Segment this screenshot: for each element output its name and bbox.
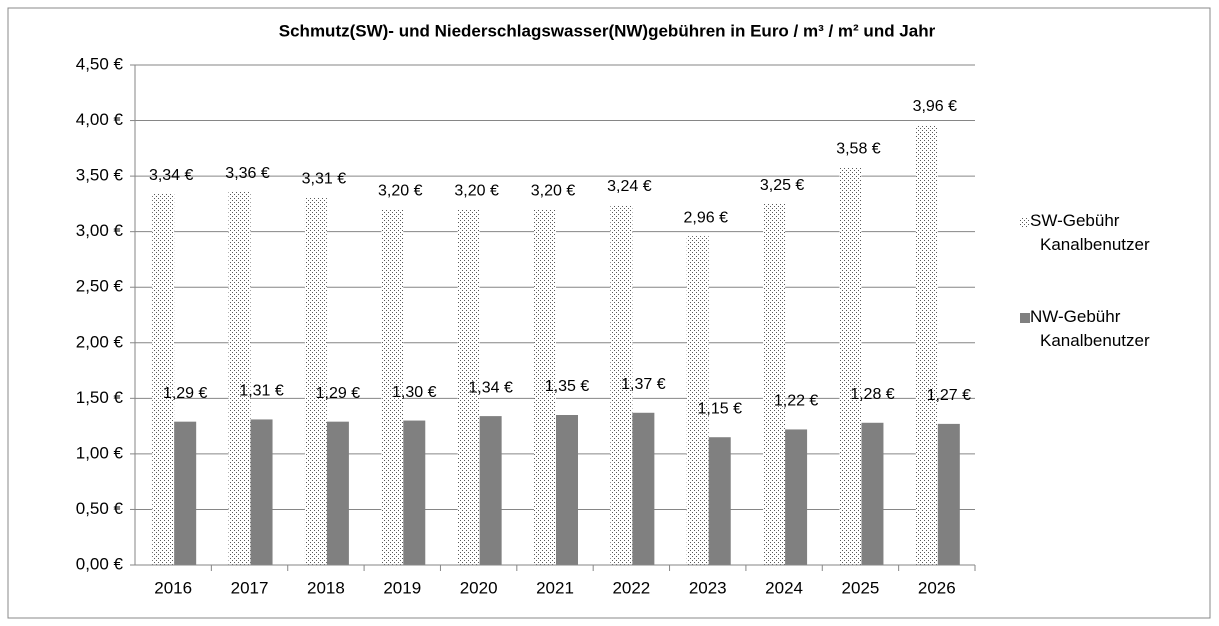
x-tick-label: 2022 xyxy=(612,578,650,597)
bar xyxy=(915,125,938,565)
bar xyxy=(686,236,709,565)
value-label: 3,20 € xyxy=(531,183,576,200)
bar xyxy=(556,415,578,565)
y-tick-label: 3,50 € xyxy=(76,166,124,185)
value-label: 3,25 € xyxy=(760,177,805,194)
value-label: 1,29 € xyxy=(163,385,208,402)
bar xyxy=(479,416,502,565)
bar xyxy=(785,429,808,565)
value-label: 1,30 € xyxy=(392,384,437,401)
y-tick-label: 2,50 € xyxy=(76,277,124,296)
y-tick-label: 2,00 € xyxy=(76,332,124,351)
value-label: 1,35 € xyxy=(545,378,590,395)
value-label: 1,34 € xyxy=(468,379,513,396)
legend-swatch xyxy=(1020,217,1030,227)
x-tick-label: 2024 xyxy=(765,578,803,597)
y-tick-label: 1,00 € xyxy=(76,443,124,462)
value-label: 1,27 € xyxy=(927,387,972,404)
value-label: 2,96 € xyxy=(683,209,728,226)
value-label: 3,20 € xyxy=(454,183,499,200)
bar xyxy=(152,193,175,565)
x-tick-label: 2023 xyxy=(689,578,727,597)
value-label: 1,29 € xyxy=(316,385,361,402)
value-label: 1,28 € xyxy=(850,386,895,403)
bar xyxy=(403,420,426,565)
value-label: 3,96 € xyxy=(913,98,958,115)
bar xyxy=(610,205,633,565)
y-tick-label: 0,50 € xyxy=(76,499,124,518)
x-tick-label: 2016 xyxy=(154,578,192,597)
chart-border xyxy=(7,7,1211,619)
bar xyxy=(174,421,197,565)
bar xyxy=(534,209,556,565)
bar xyxy=(228,191,251,565)
y-tick-label: 0,00 € xyxy=(76,554,124,573)
value-label: 1,15 € xyxy=(697,400,742,417)
chart-title: Schmutz(SW)- und Niederschlagswasser(NW)… xyxy=(279,21,936,40)
x-tick-label: 2018 xyxy=(307,578,345,597)
value-label: 3,20 € xyxy=(378,183,423,200)
x-tick-label: 2026 xyxy=(918,578,956,597)
bar xyxy=(708,437,731,565)
x-tick-label: 2020 xyxy=(460,578,498,597)
value-label: 1,22 € xyxy=(774,393,819,410)
x-tick-label: 2021 xyxy=(536,578,574,597)
value-label: 1,37 € xyxy=(621,376,666,393)
bar xyxy=(839,167,862,565)
value-label: 3,36 € xyxy=(225,165,270,182)
x-tick-label: 2019 xyxy=(383,578,421,597)
bar xyxy=(861,422,884,565)
value-label: 3,58 € xyxy=(836,140,881,157)
x-tick-label: 2025 xyxy=(842,578,880,597)
value-label: 1,31 € xyxy=(239,383,284,400)
bar xyxy=(763,203,786,565)
bar xyxy=(937,423,960,565)
bar xyxy=(381,209,404,565)
y-tick-label: 4,50 € xyxy=(76,54,124,73)
x-tick-label: 2017 xyxy=(231,578,269,597)
y-tick-label: 4,00 € xyxy=(76,110,124,129)
bar xyxy=(457,209,480,565)
legend-label: SW-Gebühr Kanalbenutzer xyxy=(1030,211,1150,254)
bar xyxy=(326,421,349,565)
value-label: 3,31 € xyxy=(302,170,347,187)
y-tick-label: 1,50 € xyxy=(76,388,124,407)
value-label: 3,24 € xyxy=(607,178,652,195)
value-label: 3,34 € xyxy=(149,167,194,184)
y-tick-label: 3,00 € xyxy=(76,221,124,240)
bar xyxy=(632,412,655,565)
bar xyxy=(304,197,327,565)
legend-swatch xyxy=(1020,313,1030,323)
bar xyxy=(250,419,273,565)
legend-label: NW-Gebühr Kanalbenutzer xyxy=(1030,307,1150,350)
